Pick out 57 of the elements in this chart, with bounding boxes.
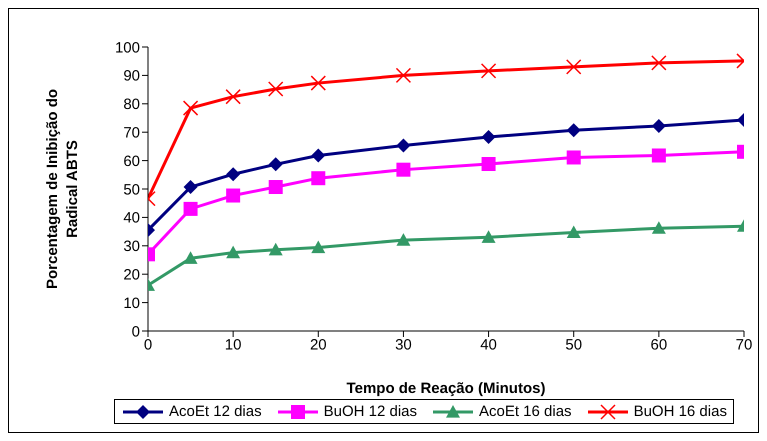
y-tick-label: 100 bbox=[114, 39, 140, 56]
point bbox=[651, 55, 667, 71]
point bbox=[566, 123, 581, 138]
point bbox=[268, 81, 284, 97]
point bbox=[182, 100, 198, 116]
y-tick-label: 80 bbox=[123, 96, 140, 114]
y-tick-label: 90 bbox=[123, 68, 140, 85]
legend-label: BuOH 12 dias bbox=[324, 403, 417, 420]
x-tick-label: 60 bbox=[650, 336, 668, 354]
y-tick-label: 30 bbox=[123, 238, 140, 256]
y-tick-label: 40 bbox=[123, 210, 140, 227]
y-tick-label: 0 bbox=[132, 323, 140, 340]
y-tick-label: 60 bbox=[123, 152, 140, 170]
x-tick-label: 30 bbox=[395, 336, 412, 354]
x-tick-label: 50 bbox=[565, 336, 582, 354]
point bbox=[566, 225, 581, 238]
x-axis-title: Tempo de Reação (Minutos) bbox=[346, 380, 546, 397]
point bbox=[396, 162, 410, 177]
point bbox=[311, 171, 326, 186]
point bbox=[311, 148, 326, 162]
x-tick-label: 10 bbox=[224, 336, 242, 354]
point bbox=[184, 180, 198, 194]
x-tick-label: 70 bbox=[736, 336, 752, 354]
y-tick-label: 10 bbox=[123, 294, 140, 312]
point bbox=[268, 180, 283, 194]
legend-label: AcoEt 12 dias bbox=[169, 403, 262, 420]
point bbox=[396, 68, 412, 84]
x-tick-label: 20 bbox=[310, 336, 327, 354]
x-tick-label: 40 bbox=[480, 336, 497, 354]
point bbox=[184, 251, 198, 264]
point bbox=[184, 202, 198, 216]
point bbox=[566, 150, 581, 164]
point bbox=[396, 138, 410, 153]
point bbox=[652, 221, 666, 234]
point bbox=[225, 88, 241, 104]
point bbox=[396, 233, 410, 246]
legend-label: AcoEt 16 dias bbox=[479, 403, 572, 420]
point bbox=[268, 242, 283, 256]
point bbox=[226, 188, 240, 203]
y-tick-label: 20 bbox=[123, 266, 140, 284]
point bbox=[310, 75, 326, 91]
point bbox=[482, 230, 496, 243]
legend-label: BuOH 16 dias bbox=[634, 403, 727, 420]
x-tick-label: 0 bbox=[144, 336, 152, 354]
point bbox=[311, 240, 326, 254]
point bbox=[482, 130, 496, 144]
point bbox=[226, 246, 240, 258]
point bbox=[268, 157, 283, 172]
point bbox=[480, 63, 496, 79]
y-tick-label: 50 bbox=[123, 181, 140, 198]
point bbox=[566, 59, 582, 75]
y-tick-label: 70 bbox=[123, 124, 140, 142]
point bbox=[226, 167, 240, 182]
point bbox=[652, 118, 666, 133]
y-axis-title: Porcentagem de Inibição do Radical ABTS bbox=[44, 88, 81, 290]
point bbox=[482, 157, 496, 172]
point bbox=[652, 148, 666, 162]
